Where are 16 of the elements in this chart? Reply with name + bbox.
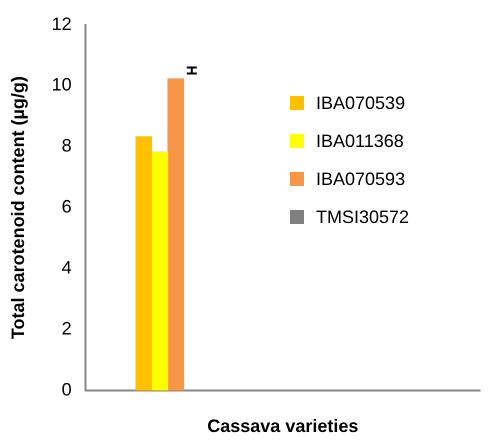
y-tick-label: 12 xyxy=(52,14,72,34)
y-tick-label: 8 xyxy=(62,136,72,156)
y-axis-title: Total carotenoid content (µg/g) xyxy=(8,76,28,340)
bar xyxy=(151,151,168,390)
bar xyxy=(135,136,152,390)
x-axis-title: Cassava varieties xyxy=(207,416,358,436)
y-tick-label: 6 xyxy=(62,196,72,217)
legend-label: IBA011368 xyxy=(316,130,404,152)
legend-label: IBA070539 xyxy=(316,92,406,114)
bar xyxy=(167,78,184,390)
legend-label: TMSI30572 xyxy=(316,206,410,228)
y-tick-label: 4 xyxy=(62,258,72,278)
legend-label: IBA070593 xyxy=(316,168,406,190)
y-tick-label: 0 xyxy=(62,379,72,400)
y-tick-label: 10 xyxy=(52,74,72,95)
y-tick-label: 2 xyxy=(62,318,72,338)
